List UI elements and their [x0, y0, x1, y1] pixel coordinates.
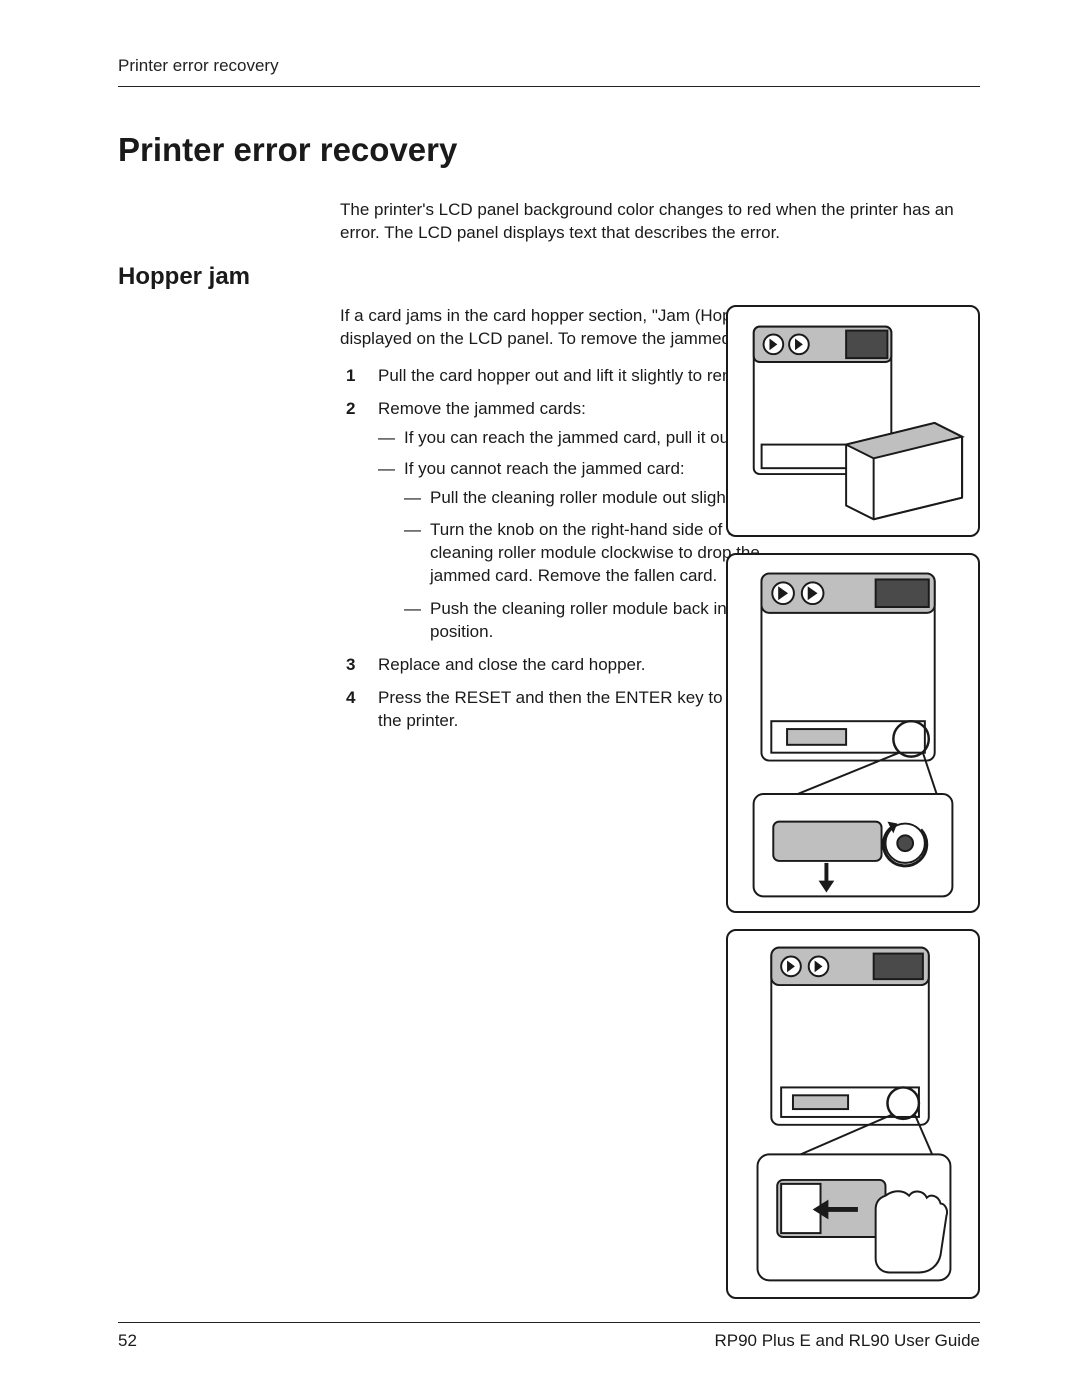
footer-rule [118, 1322, 980, 1323]
steps-list: 1 Pull the card hopper out and lift it s… [340, 365, 788, 733]
page-title: Printer error recovery [118, 131, 980, 169]
step-1-number: 1 [346, 365, 355, 388]
step-4-number: 4 [346, 687, 355, 710]
page-footer: 52 RP90 Plus E and RL90 User Guide [118, 1322, 980, 1351]
step-3-text: Replace and close the card hopper. [378, 655, 645, 674]
section-heading: Hopper jam [118, 263, 980, 291]
header-rule [118, 86, 980, 87]
figure-2-knob-callout [726, 553, 980, 913]
running-head: Printer error recovery [118, 56, 980, 76]
lead-paragraph: If a card jams in the card hopper sectio… [340, 305, 788, 351]
step-2-text: Remove the jammed cards: [378, 399, 586, 418]
doc-title-footer: RP90 Plus E and RL90 User Guide [714, 1331, 980, 1351]
step-2: 2 Remove the jammed cards: If you can re… [368, 398, 788, 644]
step-3-number: 3 [346, 654, 355, 677]
step-2-number: 2 [346, 398, 355, 421]
intro-paragraph: The printer's LCD panel background color… [340, 199, 980, 245]
figure-3-push-module [726, 929, 980, 1299]
figure-column [726, 305, 980, 1315]
step-1-text: Pull the card hopper out and lift it sli… [378, 366, 781, 385]
step-4: 4 Press the RESET and then the ENTER key… [368, 687, 788, 733]
page-number: 52 [118, 1331, 137, 1351]
step-2b-text: If you cannot reach the jammed card: [404, 459, 685, 478]
figure-1-hopper-removed [726, 305, 980, 537]
step-1: 1 Pull the card hopper out and lift it s… [368, 365, 788, 388]
step-3: 3 Replace and close the card hopper. [368, 654, 788, 677]
